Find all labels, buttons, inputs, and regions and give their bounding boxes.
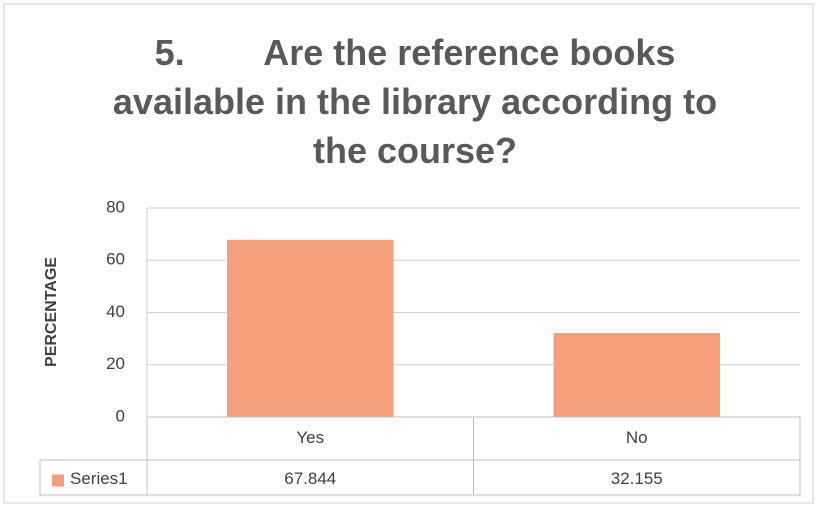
y-tick-label: 80: [106, 197, 125, 216]
y-tick-label: 60: [106, 250, 125, 269]
y-tick-label: 0: [116, 406, 125, 425]
table-value: 32.155: [611, 469, 663, 488]
x-tick-label: Yes: [296, 428, 324, 447]
table-value: 67.844: [284, 469, 336, 488]
y-tick-label: 20: [106, 354, 125, 373]
bar: [226, 239, 394, 417]
y-axis-label: PERCENTAGE: [43, 257, 60, 367]
x-tick-label: No: [626, 428, 648, 447]
y-tick-label: 40: [106, 302, 125, 321]
chart-border: [3, 3, 814, 504]
bar: [553, 332, 721, 417]
chart-title: 5. Are the reference books available in …: [112, 32, 728, 171]
legend-label: Series1: [70, 469, 128, 488]
legend-swatch: [52, 474, 64, 487]
